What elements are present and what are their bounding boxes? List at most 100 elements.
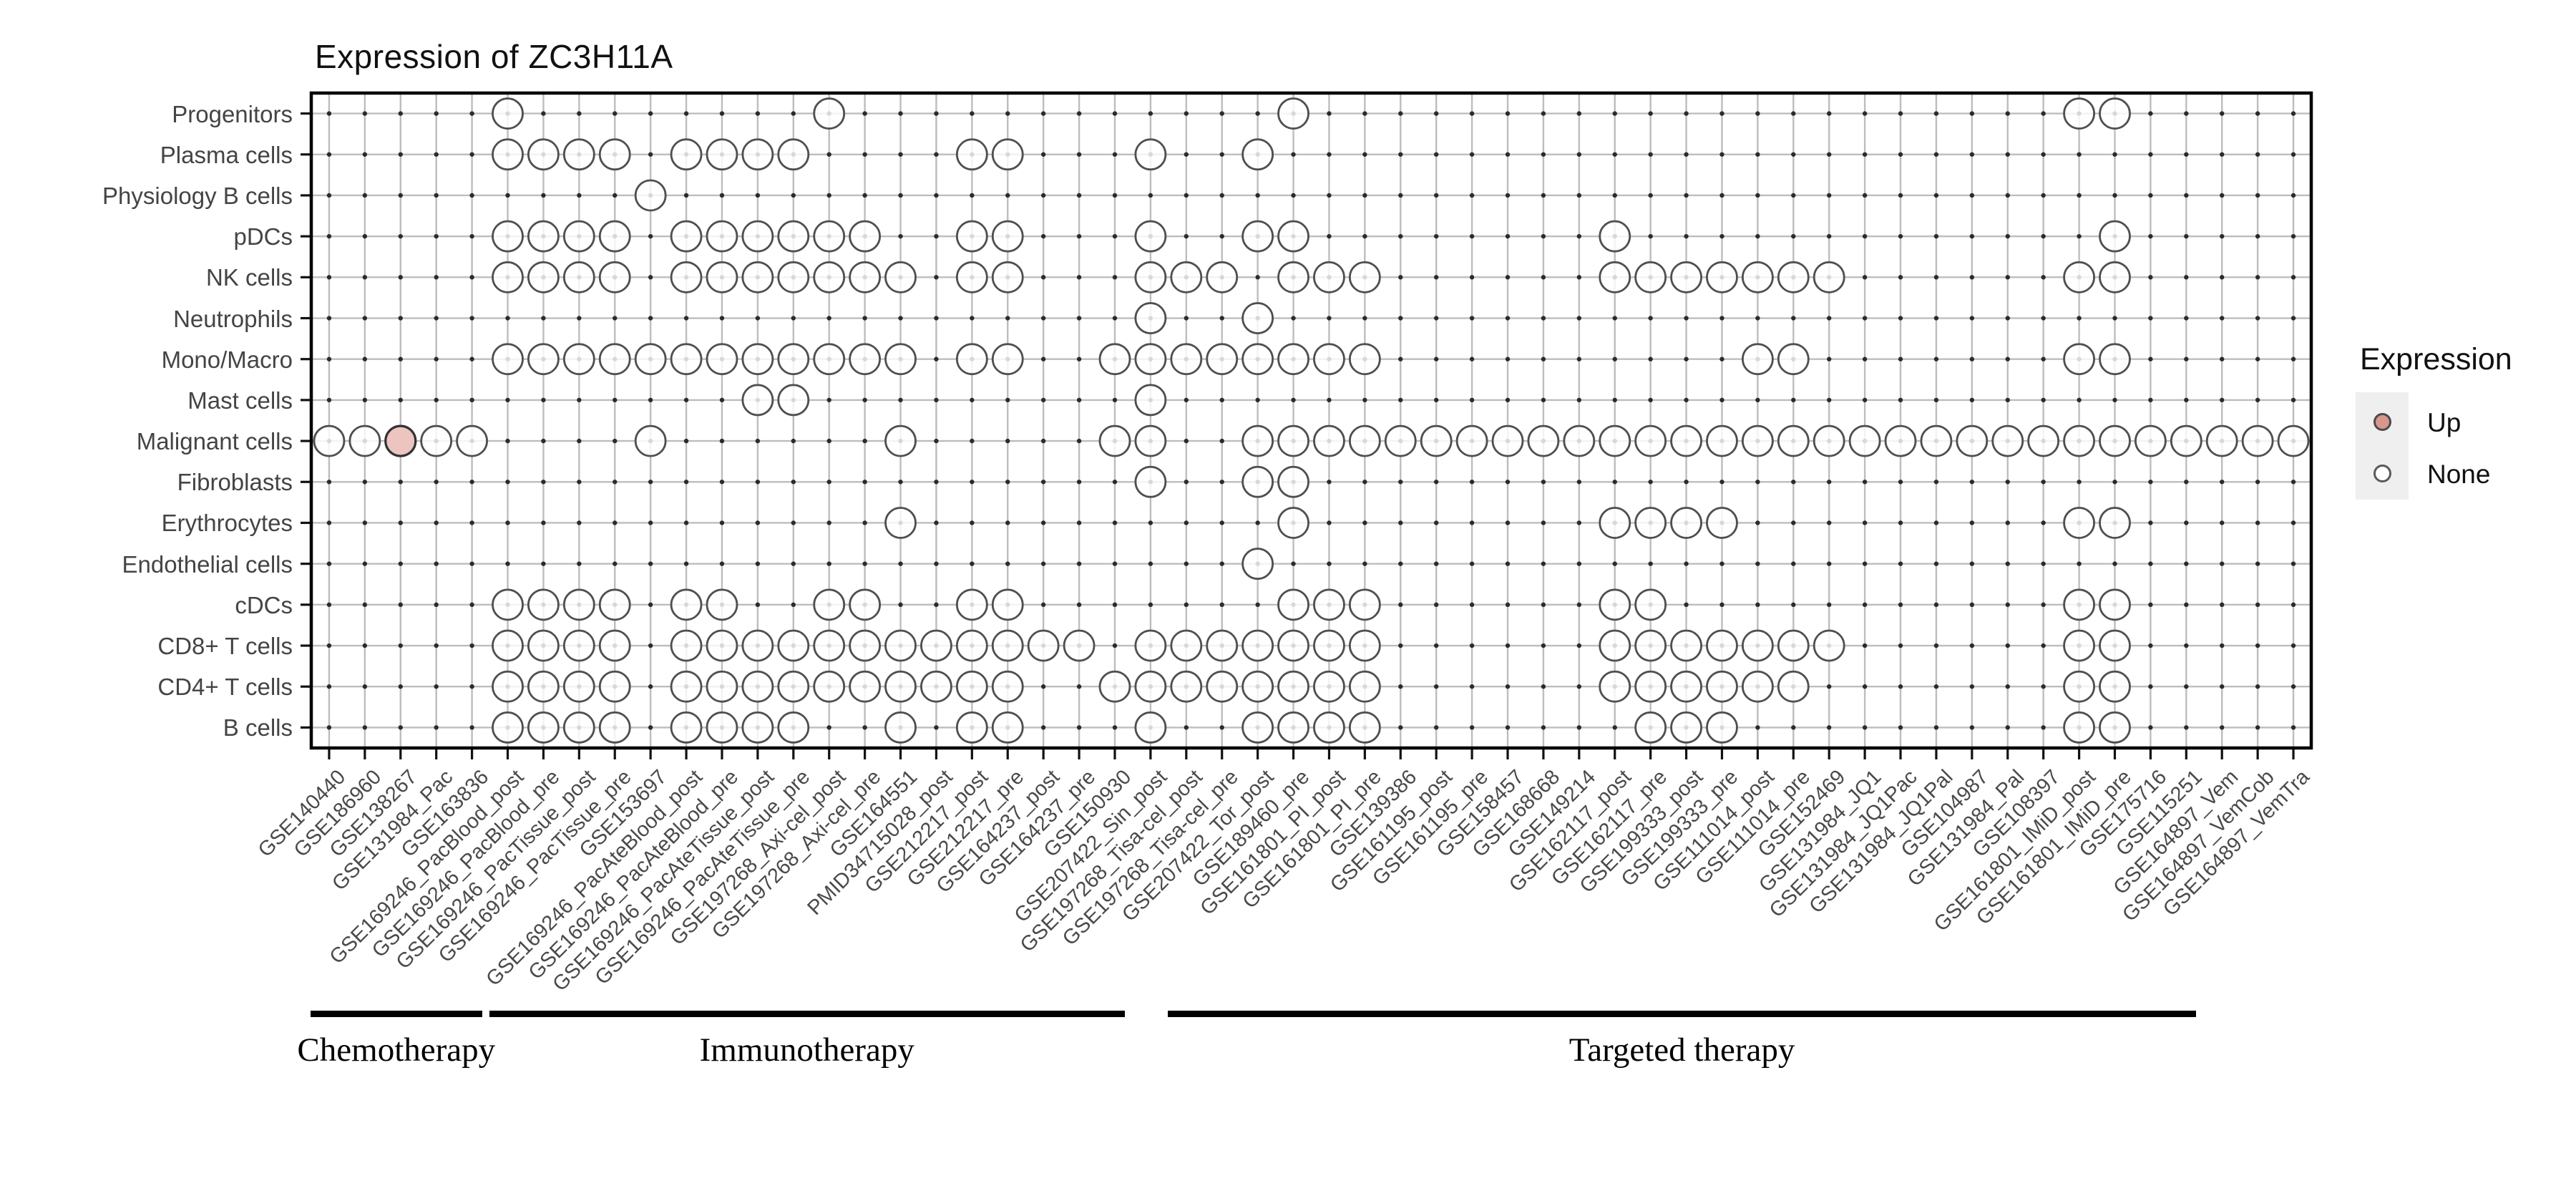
grid-dot [505, 397, 510, 403]
grid-dot [1612, 316, 1617, 321]
grid-dot [719, 193, 725, 198]
expression-dot-none [1277, 588, 1309, 621]
grid-dot [1933, 480, 1939, 485]
grid-dot [2290, 316, 2296, 321]
grid-dot [1933, 233, 1939, 239]
grid-dot [1827, 193, 1832, 198]
grid-dot [1755, 233, 1760, 239]
grid-dot [1612, 152, 1617, 157]
grid-dot [826, 725, 831, 730]
expression-dot-none [706, 629, 738, 662]
grid-dot [1433, 275, 1439, 280]
grid-dot [1469, 111, 1475, 116]
grid-dot [326, 602, 332, 608]
grid-dot [791, 480, 796, 485]
expression-dot-none [849, 261, 882, 293]
grid-dot [1898, 275, 1903, 280]
grid-dot [362, 643, 368, 648]
grid-dot [505, 520, 510, 525]
grid-dot [326, 275, 332, 280]
expression-dot-none [1599, 220, 1631, 253]
grid-dot [362, 520, 368, 525]
grid-dot [1076, 275, 1082, 280]
expression-dot-none [1241, 670, 1274, 703]
expression-dot-none [598, 629, 631, 662]
grid-dot [2184, 480, 2189, 485]
grid-dot [1827, 561, 1832, 566]
y-axis-label: NK cells [205, 264, 293, 291]
grid-dot [1219, 233, 1224, 239]
expression-dot-none [813, 261, 846, 293]
grid-dot [434, 111, 439, 116]
grid-dot [1791, 397, 1796, 403]
expression-dot-none [492, 711, 524, 744]
grid-dot [934, 397, 939, 403]
grid-dot [1005, 397, 1010, 403]
grid-dot [1469, 193, 1475, 198]
grid-dot [434, 480, 439, 485]
grid-dot [1969, 602, 1975, 608]
grid-dot [362, 111, 368, 116]
grid-dot [862, 152, 867, 157]
grid-dot [683, 480, 689, 485]
expression-dot-none [2099, 711, 2131, 744]
grid-dot [683, 438, 689, 444]
grid-dot [1291, 561, 1296, 566]
grid-dot [2005, 152, 2010, 157]
expression-dot-none [562, 629, 595, 662]
expression-dot-none [1241, 343, 1274, 376]
grid-dot [1433, 561, 1439, 566]
expression-dot-none [1348, 588, 1381, 621]
grid-dot [1862, 275, 1868, 280]
grid-dot [2148, 356, 2153, 361]
grid-dot [1469, 520, 1475, 525]
expression-dot-none [2099, 424, 2131, 457]
expression-dot-none [1706, 711, 1738, 744]
grid-dot [326, 356, 332, 361]
grid-dot [434, 397, 439, 403]
grid-dot [1327, 561, 1332, 566]
grid-dot [398, 561, 403, 566]
expression-dot-none [1277, 507, 1309, 539]
expression-dot-none [1741, 629, 1774, 662]
expression-dot-none [955, 220, 988, 253]
grid-dot [1684, 233, 1689, 239]
grid-dot [1933, 275, 1939, 280]
grid-dot [541, 111, 546, 116]
grid-dot [1398, 233, 1403, 239]
expression-dot-none [492, 261, 524, 293]
grid-dot [1541, 111, 1546, 116]
grid-dot [577, 480, 582, 485]
grid-dot [683, 316, 689, 321]
grid-dot [755, 111, 761, 116]
legend-title: Expression [2360, 342, 2512, 376]
grid-dot [719, 316, 725, 321]
grid-dot [1755, 602, 1760, 608]
grid-dot [1898, 520, 1903, 525]
y-axis-label: Mono/Macro [161, 346, 293, 373]
grid-dot [1040, 684, 1046, 689]
grid-dot [1684, 111, 1689, 116]
grid-dot [1469, 725, 1475, 730]
grid-dot [2148, 520, 2153, 525]
grid-dot [398, 316, 403, 321]
grid-dot [434, 233, 439, 239]
expression-dot-none [598, 670, 631, 703]
grid-dot [2041, 480, 2046, 485]
grid-dot [1541, 193, 1546, 198]
grid-dot [898, 111, 903, 116]
grid-dot [469, 356, 474, 361]
expression-dot-none [1348, 343, 1381, 376]
grid-dot [1576, 480, 1582, 485]
grid-dot [2112, 480, 2117, 485]
expression-dot-none [1455, 424, 1488, 457]
grid-dot [2220, 684, 2225, 689]
expression-dot-none [1313, 588, 1345, 621]
expression-dot-none [2063, 629, 2095, 662]
grid-dot [2290, 111, 2296, 116]
grid-dot [1612, 725, 1617, 730]
grid-dot [1433, 152, 1439, 157]
expression-dot-none [527, 138, 560, 171]
expression-dot-none [1206, 261, 1239, 293]
grid-dot [2184, 725, 2189, 730]
